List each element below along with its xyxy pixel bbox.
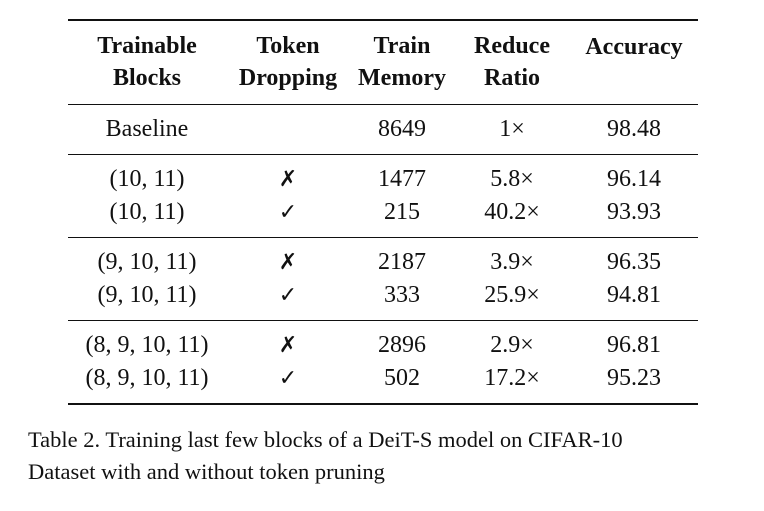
cell-blocks: (10, 11) [109, 165, 185, 192]
cell-blocks: (9, 10, 11) [97, 281, 197, 308]
header-label-line1: Trainable [97, 33, 197, 60]
cell-accuracy: 94.81 [607, 281, 661, 308]
cell-memory: 215 [384, 198, 420, 225]
caption-line2: Dataset with and without token pruning [28, 459, 385, 484]
check-mark-icon: ✓ [278, 282, 298, 308]
header-label-line2: Memory [358, 65, 446, 92]
cell-accuracy: 96.35 [607, 248, 661, 275]
cell-memory: 2896 [378, 331, 426, 358]
header-label-line2: Dropping [238, 65, 338, 92]
cross-mark-icon: ✗ [278, 332, 298, 358]
results-table: Trainable Blocks Token Dropping Train Me… [68, 19, 698, 405]
cell-ratio: 5.8× [490, 165, 534, 192]
header-trainable-blocks: Trainable Blocks [68, 20, 226, 104]
check-mark-icon: ✓ [278, 199, 298, 225]
cell-ratio: 2.9× [490, 331, 534, 358]
caption-line1: Table 2. Training last few blocks of a D… [28, 427, 623, 452]
header-row: Trainable Blocks Token Dropping Train Me… [68, 20, 698, 104]
cell-ratio: 25.9× [484, 281, 540, 308]
header-label-line1: Accuracy [585, 34, 683, 60]
cell-accuracy: 98.48 [607, 115, 661, 142]
cell-blocks: Baseline [105, 115, 189, 142]
cell-blocks: (10, 11) [109, 198, 185, 225]
table-header: Trainable Blocks Token Dropping Train Me… [68, 20, 698, 104]
cell-blocks: (8, 9, 10, 11) [85, 364, 209, 391]
cell-memory: 1477 [378, 165, 426, 192]
cross-mark-icon: ✗ [278, 249, 298, 275]
header-label-line1: Token [256, 33, 320, 60]
table-row: (9, 10, 11) ✗ 2187 3.9× 96.35 [68, 237, 698, 279]
cell-ratio: 3.9× [490, 248, 534, 275]
header-label-line2: Ratio [484, 65, 540, 92]
cell-accuracy: 96.81 [607, 331, 661, 358]
header-label-line1: Train [373, 33, 431, 60]
cell-memory: 502 [384, 364, 420, 391]
cell-ratio: 1× [499, 115, 525, 142]
cross-mark-icon: ✗ [278, 166, 298, 192]
table-caption: Table 2. Training last few blocks of a D… [28, 424, 748, 488]
table-row: (9, 10, 11) ✓ 333 25.9× 94.81 [68, 279, 698, 320]
header-accuracy: Accuracy [570, 20, 698, 104]
cell-memory: 333 [384, 281, 420, 308]
table-row: (8, 9, 10, 11) ✓ 502 17.2× 95.23 [68, 362, 698, 404]
table-body: Baseline 8649 1× 98.48 (10, 11) ✗ 1477 5… [68, 104, 698, 404]
table-row-baseline: Baseline 8649 1× 98.48 [68, 104, 698, 154]
cell-ratio: 40.2× [484, 198, 540, 225]
table-row: (10, 11) ✗ 1477 5.8× 96.14 [68, 154, 698, 196]
cell-accuracy: 93.93 [607, 198, 661, 225]
cell-accuracy: 95.23 [607, 364, 661, 391]
cell-blocks: (9, 10, 11) [97, 248, 197, 275]
cell-blocks: (8, 9, 10, 11) [85, 331, 209, 358]
header-reduce-ratio: Reduce Ratio [454, 20, 570, 104]
cell-ratio: 17.2× [484, 364, 540, 391]
cell-dropping [226, 104, 350, 154]
header-label-line2: Blocks [112, 65, 181, 92]
cell-memory: 2187 [378, 248, 426, 275]
table-row: (8, 9, 10, 11) ✗ 2896 2.9× 96.81 [68, 320, 698, 362]
header-token-dropping: Token Dropping [226, 20, 350, 104]
header-label-line1: Reduce [474, 33, 550, 60]
check-mark-icon: ✓ [278, 365, 298, 391]
header-train-memory: Train Memory [350, 20, 454, 104]
cell-memory: 8649 [378, 115, 426, 142]
table-row: (10, 11) ✓ 215 40.2× 93.93 [68, 196, 698, 237]
results-table-container: Trainable Blocks Token Dropping Train Me… [68, 19, 698, 405]
cell-accuracy: 96.14 [607, 165, 661, 192]
